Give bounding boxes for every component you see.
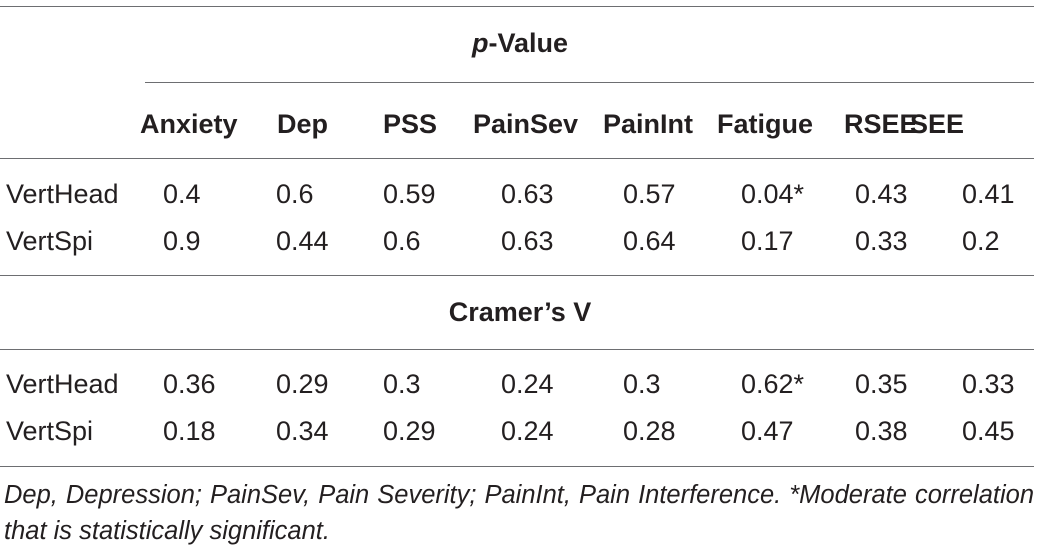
table-cell: 0.45 — [962, 416, 1015, 446]
pvalue-header-rule — [145, 82, 1034, 83]
column-header: Fatigue — [717, 109, 814, 139]
row-label: VertSpi — [6, 416, 94, 446]
section-rule — [0, 275, 1034, 276]
cramers-header-rule — [0, 349, 1034, 350]
table-cell: 0.18 — [163, 416, 216, 446]
table-cell: 0.63 — [501, 179, 554, 209]
pvalue-header-suffix: -Value — [488, 28, 569, 58]
row-label: VertHead — [6, 369, 119, 399]
table-cell: 0.36 — [163, 369, 216, 399]
table-cell: 0.62* — [741, 369, 805, 399]
column-header: PainSev — [473, 109, 579, 139]
pvalue-header-italic: p — [471, 28, 489, 58]
table-cell: 0.34 — [276, 416, 329, 446]
table-cell: 0.29 — [383, 416, 436, 446]
row-label: VertSpi — [6, 226, 94, 256]
table-cell: 0.3 — [623, 369, 661, 399]
column-header-rule — [0, 158, 1034, 159]
bottom-rule — [0, 466, 1034, 467]
column-header: Dep — [277, 109, 329, 139]
column-header: PSS — [383, 109, 438, 139]
top-rule — [0, 6, 1034, 7]
cramers-v-header: Cramer’s V — [448, 297, 592, 327]
table-cell: 0.38 — [855, 416, 908, 446]
table-cell: 0.6 — [276, 179, 314, 209]
column-header: PainInt — [603, 109, 694, 139]
column-header: SEE — [910, 109, 965, 139]
table-cell: 0.63 — [501, 226, 554, 256]
table-cell: 0.59 — [383, 179, 436, 209]
table-cell: 0.43 — [855, 179, 908, 209]
table-cell: 0.4 — [163, 179, 201, 209]
table-cell: 0.2 — [962, 226, 1000, 256]
table-footnote: Dep, Depression; PainSev, Pain Severity;… — [4, 481, 1034, 545]
table-cell: 0.28 — [623, 416, 676, 446]
table-cell: 0.41 — [962, 179, 1015, 209]
column-header: RSEE — [844, 109, 918, 139]
table-cell: 0.33 — [855, 226, 908, 256]
table-cell: 0.6 — [383, 226, 421, 256]
table-cell: 0.57 — [623, 179, 676, 209]
table-cell: 0.35 — [855, 369, 908, 399]
table-cell: 0.9 — [163, 226, 201, 256]
pvalue-header: p-Value — [472, 27, 568, 59]
table-cell: 0.04* — [741, 179, 805, 209]
table-cell: 0.44 — [276, 226, 329, 256]
column-header: Anxiety — [140, 109, 238, 139]
table-cell: 0.24 — [501, 369, 554, 399]
table-cell: 0.33 — [962, 369, 1015, 399]
table-cell: 0.3 — [383, 369, 421, 399]
row-label: VertHead — [6, 179, 119, 209]
table-cell: 0.47 — [741, 416, 794, 446]
table-cell: 0.17 — [741, 226, 794, 256]
table-cell: 0.64 — [623, 226, 676, 256]
table-cell: 0.29 — [276, 369, 329, 399]
table-cell: 0.24 — [501, 416, 554, 446]
